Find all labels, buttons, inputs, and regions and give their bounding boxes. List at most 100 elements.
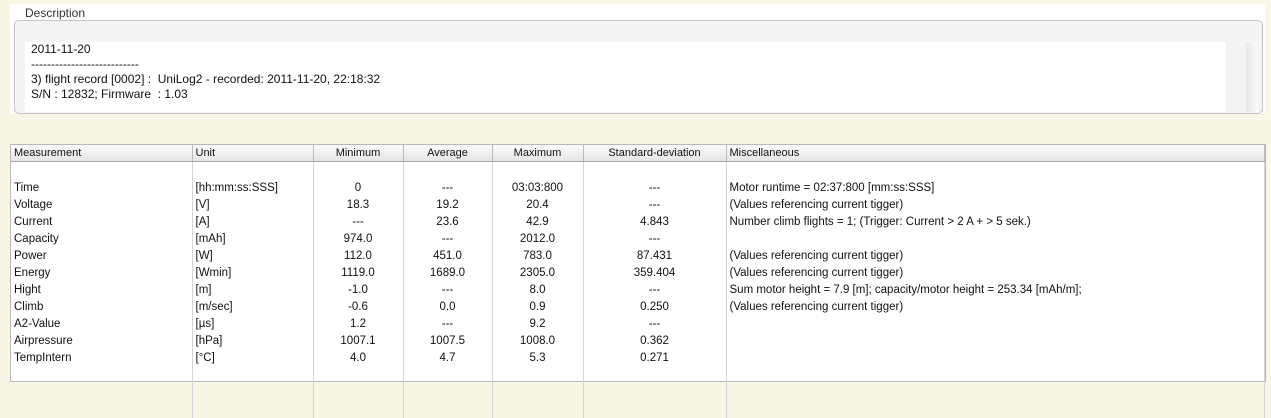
cell-maximum: 8.0 <box>492 281 584 298</box>
empty-cell <box>583 366 727 418</box>
table-filler-row <box>11 366 1265 418</box>
cell-standard-deviation: --- <box>583 230 727 247</box>
cell-average: --- <box>403 179 493 196</box>
cell-miscellaneous <box>726 161 1265 179</box>
empty-cell <box>726 366 1265 418</box>
cell-miscellaneous: (Values referencing current tigger) <box>726 247 1265 264</box>
cell-minimum <box>313 161 404 179</box>
cell-average: 451.0 <box>403 247 493 264</box>
cell-standard-deviation: 0.271 <box>583 349 727 366</box>
cell-maximum: 2012.0 <box>492 230 584 247</box>
cell-miscellaneous <box>726 315 1265 332</box>
table-row[interactable]: Capacity [mAh] 974.0 --- 2012.0 --- <box>11 230 1265 247</box>
cell-unit: [V] <box>192 196 314 213</box>
cell-minimum: -1.0 <box>313 281 404 298</box>
cell-average: 1007.5 <box>403 332 493 349</box>
cell-average: 23.6 <box>403 213 493 230</box>
cell-miscellaneous: Number climb flights = 1; (Trigger: Curr… <box>726 213 1265 230</box>
cell-standard-deviation: --- <box>583 196 727 213</box>
cell-measurement: Hight <box>11 281 193 298</box>
cell-measurement: TempIntern <box>11 349 193 366</box>
cell-standard-deviation: 0.362 <box>583 332 727 349</box>
cell-measurement: Capacity <box>11 230 193 247</box>
table-row[interactable]: TempIntern [°C] 4.0 4.7 5.3 0.271 <box>11 349 1265 366</box>
cell-standard-deviation: 359.404 <box>583 264 727 281</box>
cell-maximum: 42.9 <box>492 213 584 230</box>
cell-standard-deviation <box>583 161 727 179</box>
table-row[interactable]: A2-Value [µs] 1.2 --- 9.2 --- <box>11 315 1265 332</box>
description-text-area[interactable]: 2011-11-20 --------------------------- 3) … <box>25 42 1226 112</box>
column-header-maximum[interactable]: Maximum <box>492 145 584 162</box>
cell-miscellaneous <box>726 349 1265 366</box>
cell-standard-deviation: 0.250 <box>583 298 727 315</box>
description-line: S/N : 12832; Firmware : 1.03 <box>31 87 188 101</box>
cell-maximum: 03:03:800 <box>492 179 584 196</box>
cell-measurement: Climb <box>11 298 193 315</box>
cell-measurement: Voltage <box>11 196 193 213</box>
cell-unit: [Wmin] <box>192 264 314 281</box>
cell-miscellaneous: (Values referencing current tigger) <box>726 264 1265 281</box>
cell-standard-deviation: --- <box>583 315 727 332</box>
cell-miscellaneous: (Values referencing current tigger) <box>726 196 1265 213</box>
cell-average: 4.7 <box>403 349 493 366</box>
cell-minimum: 18.3 <box>313 196 404 213</box>
table-row[interactable]: Energy [Wmin] 1119.0 1689.0 2305.0 359.404 (Va… <box>11 264 1265 281</box>
cell-minimum: 112.0 <box>313 247 404 264</box>
cell-measurement: Current <box>11 213 193 230</box>
cell-maximum: 0.9 <box>492 298 584 315</box>
cell-average: --- <box>403 315 493 332</box>
cell-minimum: -0.6 <box>313 298 404 315</box>
cell-average: --- <box>403 281 493 298</box>
cell-standard-deviation: --- <box>583 179 727 196</box>
empty-cell <box>403 366 493 418</box>
cell-measurement: A2-Value <box>11 315 193 332</box>
description-group: 2011-11-20 --------------------------- 3) … <box>14 20 1263 114</box>
cell-miscellaneous: Sum motor height = 7.9 [m]; capacity/mot… <box>726 281 1265 298</box>
description-line: --------------------------- <box>31 57 139 71</box>
cell-average: 1689.0 <box>403 264 493 281</box>
cell-minimum: 0 <box>313 179 404 196</box>
cell-minimum: 1.2 <box>313 315 404 332</box>
cell-maximum: 783.0 <box>492 247 584 264</box>
statistics-table: Measurement Unit Minimum Average Maximum Stan… <box>10 144 1266 418</box>
column-header-miscellaneous[interactable]: Miscellaneous <box>726 145 1265 162</box>
table-row[interactable]: Hight [m] -1.0 --- 8.0 --- Sum motor height = … <box>11 281 1265 298</box>
description-line: 3) flight record [0002] : UniLog2 - reco… <box>31 72 381 86</box>
cell-minimum: 974.0 <box>313 230 404 247</box>
column-header-standard-deviation[interactable]: Standard-deviation <box>583 145 727 162</box>
cell-unit: [µs] <box>192 315 314 332</box>
cell-average: 19.2 <box>403 196 493 213</box>
table-row[interactable] <box>11 161 1265 179</box>
cell-unit: [m/sec] <box>192 298 314 315</box>
cell-average <box>403 161 493 179</box>
table-row[interactable]: Power [W] 112.0 451.0 783.0 87.431 (Values ref… <box>11 247 1265 264</box>
cell-unit: [°C] <box>192 349 314 366</box>
empty-cell <box>11 366 193 418</box>
cell-measurement: Power <box>11 247 193 264</box>
cell-maximum: 9.2 <box>492 315 584 332</box>
table-row[interactable]: Time [hh:mm:ss:SSS] 0 --- 03:03:800 --- Motor … <box>11 179 1265 196</box>
cell-miscellaneous: Motor runtime = 02:37:800 [mm:ss:SSS] <box>726 179 1265 196</box>
empty-cell <box>192 366 314 418</box>
empty-cell <box>492 366 584 418</box>
column-header-minimum[interactable]: Minimum <box>313 145 404 162</box>
column-header-measurement[interactable]: Measurement <box>11 145 193 162</box>
description-tab-title: Description <box>25 6 86 20</box>
cell-measurement <box>11 161 193 179</box>
cell-unit: [hh:mm:ss:SSS] <box>192 179 314 196</box>
table-row[interactable]: Current [A] --- 23.6 42.9 4.843 Number climb f… <box>11 213 1265 230</box>
table-row[interactable]: Voltage [V] 18.3 19.2 20.4 --- (Values referen… <box>11 196 1265 213</box>
description-scrollbar[interactable] <box>1246 42 1258 112</box>
cell-minimum: --- <box>313 213 404 230</box>
empty-cell <box>313 366 404 418</box>
cell-miscellaneous <box>726 332 1265 349</box>
cell-standard-deviation: --- <box>583 281 727 298</box>
description-panel: Description 2011-11-20 ------------------… <box>10 4 1265 114</box>
column-header-unit[interactable]: Unit <box>192 145 314 162</box>
table-row[interactable]: Climb [m/sec] -0.6 0.0 0.9 0.250 (Values refer… <box>11 298 1265 315</box>
cell-unit: [mAh] <box>192 230 314 247</box>
table-row[interactable]: Airpressure [hPa] 1007.1 1007.5 1008.0 0.362 <box>11 332 1265 349</box>
cell-unit: [W] <box>192 247 314 264</box>
cell-maximum: 5.3 <box>492 349 584 366</box>
column-header-average[interactable]: Average <box>403 145 493 162</box>
